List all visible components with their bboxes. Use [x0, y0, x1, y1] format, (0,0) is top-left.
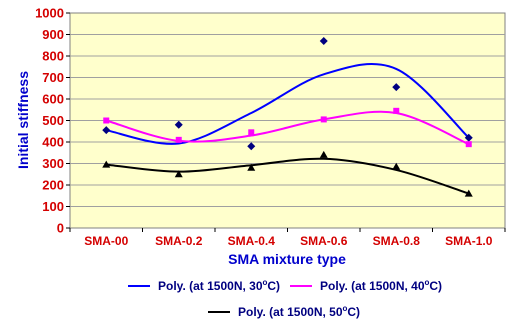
data-point-series-3 — [392, 162, 401, 170]
y-tick-label: 600 — [42, 92, 64, 107]
data-point-series-3 — [102, 160, 111, 168]
data-point-series-3 — [319, 150, 328, 158]
data-point-series-1 — [392, 83, 401, 92]
legend-label-tail: C) — [429, 279, 442, 293]
legend-label-tail: C) — [267, 279, 280, 293]
x-tick-label: SMA-0.2 — [155, 234, 203, 248]
y-tick-label: 700 — [42, 70, 64, 85]
legend-label-series-1: Poly. (at 1500N, 30oC) — [158, 278, 280, 293]
data-point-series-2 — [465, 141, 472, 148]
data-point-series-1 — [102, 126, 111, 135]
y-axis-title: Initial stiffness — [15, 71, 31, 169]
trend-line-series-2 — [105, 110, 470, 146]
data-point-series-1 — [319, 36, 328, 45]
legend-label-superscript: o — [343, 304, 348, 313]
x-tick-label: SMA-0.8 — [373, 234, 421, 248]
x-tick-label: SMA-1.0 — [445, 234, 493, 248]
data-point-series-2 — [320, 116, 327, 123]
y-axis-ticks: 0 100 200 300 400 500 600 700 800 900 1000 — [35, 6, 70, 236]
trend-lines — [105, 62, 470, 195]
y-tick-label: 300 — [42, 156, 64, 171]
y-tick-label: 900 — [42, 27, 64, 42]
data-point-series-3 — [174, 170, 183, 178]
y-tick-label: 500 — [42, 113, 64, 128]
y-tick-label: 800 — [42, 49, 64, 64]
legend: Poly. (at 1500N, 30oC) Poly. (at 1500N, 4… — [128, 278, 442, 319]
data-markers — [102, 36, 473, 197]
y-tick-label: 0 — [57, 221, 64, 236]
legend-label-main: Poly. (at 1500N, 50 — [238, 305, 343, 319]
data-point-series-2 — [248, 129, 255, 136]
y-tick-label: 1000 — [35, 6, 64, 21]
data-point-series-2 — [175, 136, 182, 143]
legend-label-tail: C) — [347, 305, 360, 319]
x-tick-label: SMA-0.4 — [228, 234, 276, 248]
x-axis-ticks: SMA-00 SMA-0.2 SMA-0.4 SMA-0.6 SMA-0.8 SMA-1.… — [69, 228, 506, 248]
data-point-series-2 — [103, 117, 110, 124]
x-tick-label: SMA-0.6 — [300, 234, 348, 248]
x-tick-label: SMA-00 — [84, 234, 128, 248]
trend-line-series-1 — [106, 62, 470, 145]
x-axis-title: SMA mixture type — [228, 251, 346, 267]
data-point-series-1 — [464, 133, 473, 142]
legend-label-superscript: o — [263, 278, 268, 287]
data-point-series-1 — [174, 120, 183, 129]
y-tick-label: 100 — [42, 199, 64, 214]
y-tick-label: 200 — [42, 178, 64, 193]
data-point-series-2 — [393, 107, 400, 114]
legend-label-series-3: Poly. (at 1500N, 50oC) — [238, 304, 360, 319]
legend-label-superscript: o — [425, 278, 430, 287]
y-tick-label: 400 — [42, 135, 64, 150]
legend-label-main: Poly. (at 1500N, 40 — [320, 279, 425, 293]
legend-label-main: Poly. (at 1500N, 30 — [158, 279, 263, 293]
data-point-series-3 — [464, 189, 473, 197]
data-point-series-1 — [247, 142, 256, 151]
data-point-series-3 — [247, 163, 256, 171]
legend-label-series-2: Poly. (at 1500N, 40oC) — [320, 278, 442, 293]
trend-line-series-3 — [106, 157, 470, 195]
